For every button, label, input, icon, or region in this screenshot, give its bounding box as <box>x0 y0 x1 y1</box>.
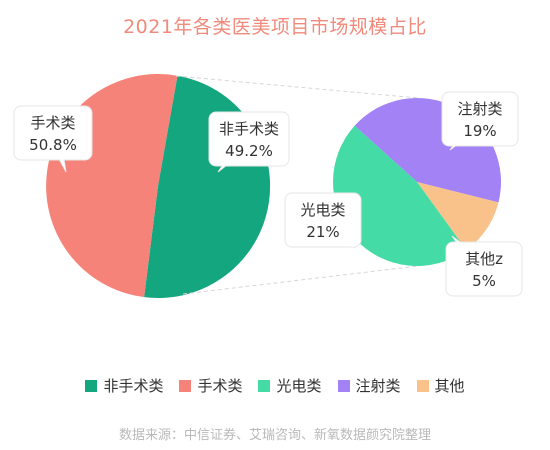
legend-swatch <box>337 379 350 392</box>
legend: 非手术类 手术类 光电类 注射类 其他 <box>0 375 550 396</box>
legend-swatch <box>85 379 98 392</box>
legend-label: 非手术类 <box>103 377 164 395</box>
legend-label: 其他 <box>434 377 465 395</box>
slice-label: 光电类 <box>300 201 345 219</box>
pie-connector-lines <box>175 75 419 295</box>
legend-item-non-surgical: 非手术类 <box>85 375 163 396</box>
callout-1: 非手术类 49.2% <box>208 111 290 173</box>
callout-3: 光电类 21% <box>284 192 362 249</box>
legend-swatch <box>179 379 192 392</box>
slice-label: 注射类 <box>457 100 502 118</box>
slice-label: 非手术类 <box>219 120 279 138</box>
slice-value-label: 5% <box>472 272 496 290</box>
legend-swatch <box>258 379 271 392</box>
callout-pointer-fill <box>452 236 489 273</box>
legend-swatch <box>416 379 429 392</box>
legend-item-injection: 注射类 <box>337 375 401 396</box>
legend-label: 手术类 <box>197 377 243 395</box>
legend-item-surgical: 手术类 <box>179 375 242 396</box>
slice-value-label: 21% <box>306 223 339 241</box>
legend-label: 注射类 <box>355 377 401 395</box>
callout-pointer-fill <box>47 131 66 172</box>
slice-value-label: 49.2% <box>225 142 273 160</box>
callout-labels: 手术类 50.8% 非手术类 49.2% 注射类 19% 光电类 21% 其他z 5% <box>13 91 523 297</box>
legend-label: 光电类 <box>276 377 322 395</box>
callout-pointer-fill <box>319 215 355 248</box>
detail-slice-1 <box>417 182 499 250</box>
callout-0: 手术类 50.8% <box>13 105 93 173</box>
callout-2: 注射类 19% <box>441 91 519 151</box>
callout-4: 其他z 5% <box>445 235 523 297</box>
connector-line-top <box>175 75 419 99</box>
detail-slice-2 <box>333 125 467 266</box>
callout-pointer-fill <box>450 115 485 150</box>
slice-value-label: 50.8% <box>29 136 77 154</box>
callout-pointer-fill <box>218 135 254 172</box>
data-source-note: 数据来源：中信证券、艾瑞咨询、新氧数据颜究院整理 <box>118 428 431 443</box>
legend-item-other: 其他 <box>416 375 465 396</box>
connector-line-bottom <box>182 265 419 295</box>
legend-item-photoelectric: 光电类 <box>258 375 322 396</box>
chart-title: 2021年各类医美项目市场规模占比 <box>123 16 427 38</box>
slice-value-label: 19% <box>463 122 496 140</box>
slice-label: 手术类 <box>30 114 75 132</box>
slice-label: 其他z <box>465 250 503 268</box>
